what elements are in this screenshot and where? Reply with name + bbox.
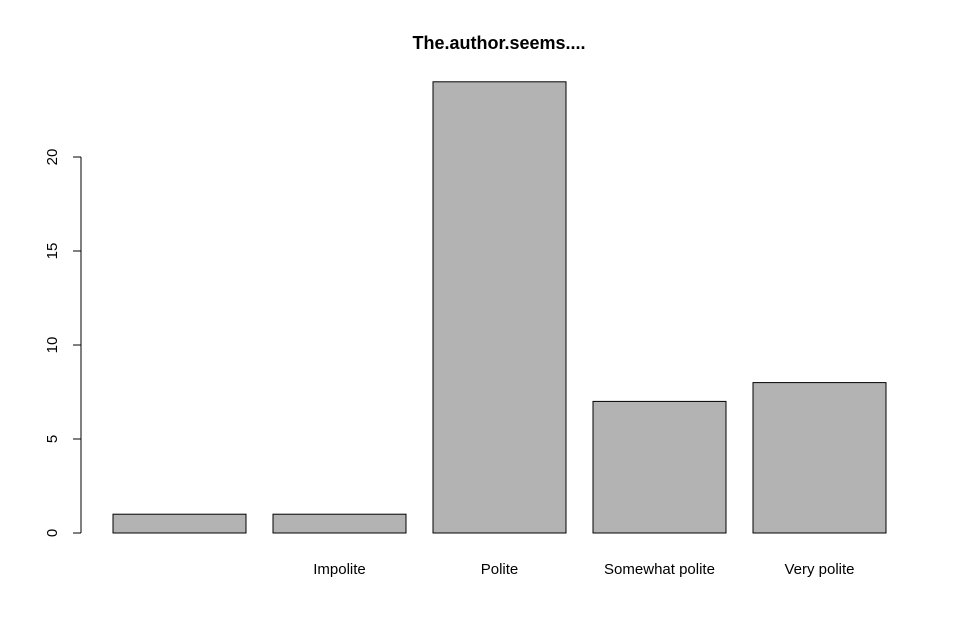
bar (432, 81, 567, 534)
y-tick-label: 5 (44, 435, 61, 443)
x-category-label: Very polite (784, 561, 854, 578)
x-category-label: Somewhat polite (604, 561, 715, 578)
category-labels: Impolite Polite Somewhat polite Very polite (313, 561, 854, 578)
x-category-label: Polite (481, 561, 519, 578)
chart-title: The.author.seems.... (412, 33, 585, 53)
y-tick-label: 10 (44, 337, 61, 354)
bar (592, 400, 727, 534)
y-tick-label: 15 (44, 243, 61, 260)
bar (272, 513, 407, 534)
y-tick-label: 20 (44, 149, 61, 166)
bar (112, 513, 247, 534)
bar (752, 382, 887, 534)
x-category-label: Impolite (313, 561, 366, 578)
bars-group (112, 81, 887, 534)
y-tick-label: 0 (44, 529, 61, 537)
y-axis: 0 5 10 15 20 (44, 149, 82, 537)
